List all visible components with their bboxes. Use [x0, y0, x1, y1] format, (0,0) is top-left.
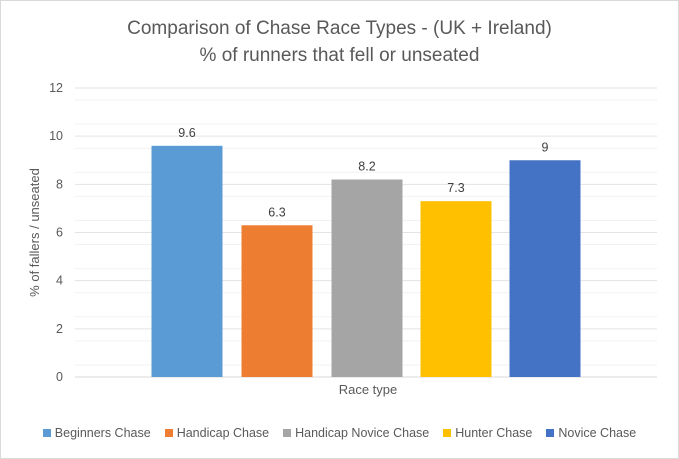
- y-tick-label: 10: [49, 129, 63, 143]
- legend-item: Beginners Chase: [42, 426, 151, 440]
- data-label: 9.6: [178, 126, 195, 140]
- chart-legend: Beginners Chase Handicap Chase Handicap No…: [1, 426, 678, 440]
- data-label: 6.3: [268, 205, 285, 219]
- y-tick-label: 12: [49, 81, 63, 95]
- legend-swatch: [164, 429, 173, 437]
- y-tick-label: 6: [56, 226, 63, 240]
- data-label: 9: [542, 140, 549, 154]
- legend-label: Hunter Chase: [455, 426, 533, 440]
- bar: [331, 179, 403, 377]
- chart-title: Comparison of Chase Race Types - (UK + I…: [127, 18, 552, 39]
- bar: [241, 225, 313, 377]
- bar: [420, 201, 492, 377]
- chart-title-block: Comparison of Chase Race Types - (UK + I…: [1, 15, 678, 69]
- legend-swatch: [546, 429, 555, 437]
- x-axis-title: Race type: [339, 382, 398, 397]
- y-tick-label: 4: [56, 274, 63, 288]
- legend-item: Hunter Chase: [443, 426, 532, 440]
- legend-item: Handicap Novice Chase: [283, 426, 429, 440]
- legend-label: Novice Chase: [558, 426, 637, 440]
- legend-swatch: [283, 429, 292, 437]
- y-axis-title: % of fallers / unseated: [27, 168, 42, 297]
- legend-label: Handicap Chase: [176, 426, 270, 440]
- y-tick-label: 0: [56, 370, 63, 384]
- data-label: 7.3: [447, 181, 464, 195]
- y-tick-label: 8: [56, 177, 63, 191]
- legend-swatch: [443, 429, 452, 437]
- legend-label: Beginners Chase: [54, 426, 151, 440]
- legend-item: Handicap Chase: [164, 426, 270, 440]
- bar: [509, 160, 581, 377]
- chart-subtitle: % of runners that fell or unseated: [199, 45, 480, 66]
- plot-svg: 0 2 4 6 8 10 12 9.6 6.3 8.2 7.3 9 Race type % of fall…: [27, 81, 657, 397]
- y-tick-label: 2: [56, 322, 63, 336]
- bar: [151, 145, 223, 377]
- legend-label: Handicap Novice Chase: [295, 426, 430, 440]
- legend-swatch: [42, 429, 51, 437]
- data-label: 8.2: [358, 160, 375, 174]
- legend-item: Novice Chase: [546, 426, 636, 440]
